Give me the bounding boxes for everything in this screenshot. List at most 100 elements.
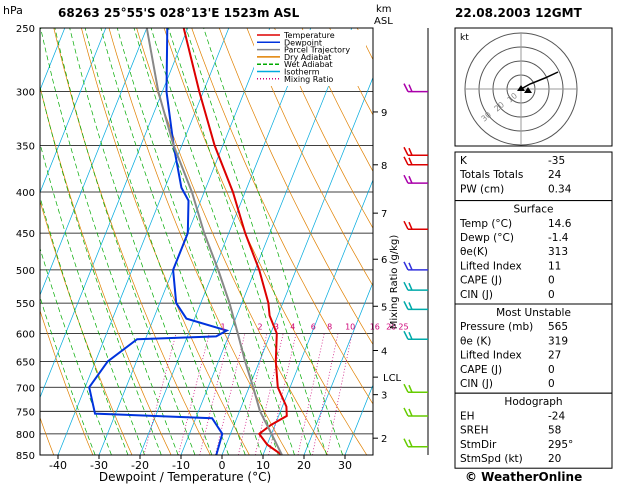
index-label: CAPE (J): [460, 364, 502, 376]
legend-label: Dry Adiabat: [284, 53, 331, 62]
wind-barb: [403, 407, 428, 417]
index-table-box: [454, 151, 613, 202]
pressure-tick-label: 600: [16, 330, 35, 341]
pressure-tick-label: 850: [16, 451, 35, 462]
wet-adiabat-line: [100, 28, 246, 455]
isotherm-line: [303, 281, 373, 455]
lcl-label: LCL: [383, 373, 402, 384]
wind-barb: [403, 261, 428, 271]
mixing-ratio-label: 6: [311, 322, 316, 331]
dry-adiabat-line: [40, 85, 172, 455]
km-tick-label: 5: [381, 302, 387, 313]
copyright: © WeatherOnline: [465, 470, 582, 484]
wet-adiabat-line: [40, 247, 112, 455]
km-axis: 9 8 7 6 5 4 3 2 LCL: [373, 108, 402, 445]
index-label: Pressure (mb): [460, 321, 533, 333]
index-label: Lifted Index: [460, 350, 522, 362]
mixing-ratio-label: 16: [370, 322, 380, 331]
index-value: 0: [548, 275, 555, 287]
wind-barb: [403, 156, 428, 166]
km-tick-label: 9: [381, 108, 387, 119]
dry-adiabat-line: [246, 28, 373, 287]
index-label: Lifted Index: [460, 260, 522, 272]
index-section-title: Surface: [513, 204, 553, 216]
isotherm-line: [40, 28, 148, 296]
legend-label: Dewpoint: [284, 38, 322, 47]
mixing-ratio-line: [215, 333, 246, 455]
index-label: PW (cm): [460, 183, 504, 195]
wet-adiabat-line: [40, 28, 179, 455]
temperature-tick-label: -20: [131, 459, 149, 472]
pressure-tick-label: 550: [16, 299, 35, 310]
km-tick-label: 3: [381, 391, 387, 402]
temperature-tick-label: -10: [172, 459, 190, 472]
wind-barb: [403, 383, 428, 393]
legend-label: Wet Adiabat: [284, 60, 333, 69]
dry-adiabat-line: [136, 28, 328, 455]
index-table-box: [454, 200, 613, 305]
series-line-temperature: [182, 28, 288, 455]
pressure-tick-label: 450: [16, 229, 35, 240]
wet-adiabat-line: [40, 195, 129, 455]
legend-box: [254, 30, 366, 86]
dry-adiabat-line: [163, 28, 368, 455]
background-lines: [0, 28, 373, 455]
pressure-tick-label: 250: [16, 24, 35, 35]
pressure-tick-label: 750: [16, 407, 35, 418]
mixing-ratio-label: 8: [327, 322, 332, 331]
legend-label: Isotherm: [284, 68, 320, 77]
mixing-ratio-line: [237, 333, 268, 455]
mixing-ratio-line: [177, 333, 210, 455]
temperature-tick-label: 20: [297, 459, 311, 472]
pressure-tick-label: 300: [16, 88, 35, 99]
mixing-ratio-label: 25: [398, 322, 408, 331]
km-tick-label: 2: [381, 434, 387, 445]
wind-barb: [403, 174, 428, 184]
index-table: K -35 Totals Totals 24 PW (cm) 0.34 SurfaceTem…: [454, 151, 613, 469]
index-label: CAPE (J): [460, 275, 502, 287]
wet-adiabat-line: [116, 28, 263, 455]
dry-adiabat-line: [40, 309, 94, 455]
dry-adiabat-line: [108, 28, 289, 455]
hodograph: kt 10 20 30: [454, 27, 613, 147]
wet-adiabat-line: [69, 28, 213, 455]
wet-adiabat-line: [84, 28, 229, 455]
series-line-dewpoint: [88, 28, 230, 455]
temperature-tick-label: 0: [219, 459, 226, 472]
station-info: 68263 25°55'S 028°13'E 1523m ASL: [58, 6, 300, 20]
mixing-ratio-label: 3: [274, 322, 279, 331]
index-value: 313: [548, 246, 568, 258]
km-tick-label: 7: [381, 209, 387, 220]
index-table-box: [454, 392, 613, 469]
index-value: -1.4: [548, 232, 569, 244]
index-value: 27: [548, 350, 561, 362]
index-value: 0.34: [548, 183, 572, 195]
legend-label: Parcel Trajectory: [284, 46, 350, 55]
temperature-tick-label: -30: [90, 459, 108, 472]
index-label: SREH: [460, 425, 489, 437]
isotherm-line: [180, 28, 353, 455]
wind-barb: [403, 438, 428, 448]
wind-barb: [403, 330, 428, 340]
wind-barb: [403, 301, 428, 311]
temperature-tick-label: 30: [338, 459, 352, 472]
index-label: Temp (°C): [459, 218, 512, 230]
index-section-title: Hodograph: [504, 396, 562, 408]
temperature-axis: -40 -30 -20 -10 0 10 20 30: [49, 455, 352, 472]
index-value: 295°: [548, 439, 573, 451]
isotherm-line: [57, 28, 230, 455]
x-axis-label: Dewpoint / Temperature (°C): [99, 470, 271, 484]
index-label: Dewp (°C): [460, 232, 514, 244]
wind-barb: [403, 220, 428, 230]
pressure-tick-label: 700: [16, 383, 35, 394]
km-tick-label: 8: [381, 161, 387, 172]
dry-adiabat-line: [0, 28, 15, 455]
mixing-ratio-label: 1: [221, 322, 226, 331]
index-value: 58: [548, 425, 561, 437]
index-section-title: Most Unstable: [496, 307, 571, 319]
pressure-tick-label: 650: [16, 357, 35, 368]
dry-adiabat-line: [218, 28, 373, 346]
